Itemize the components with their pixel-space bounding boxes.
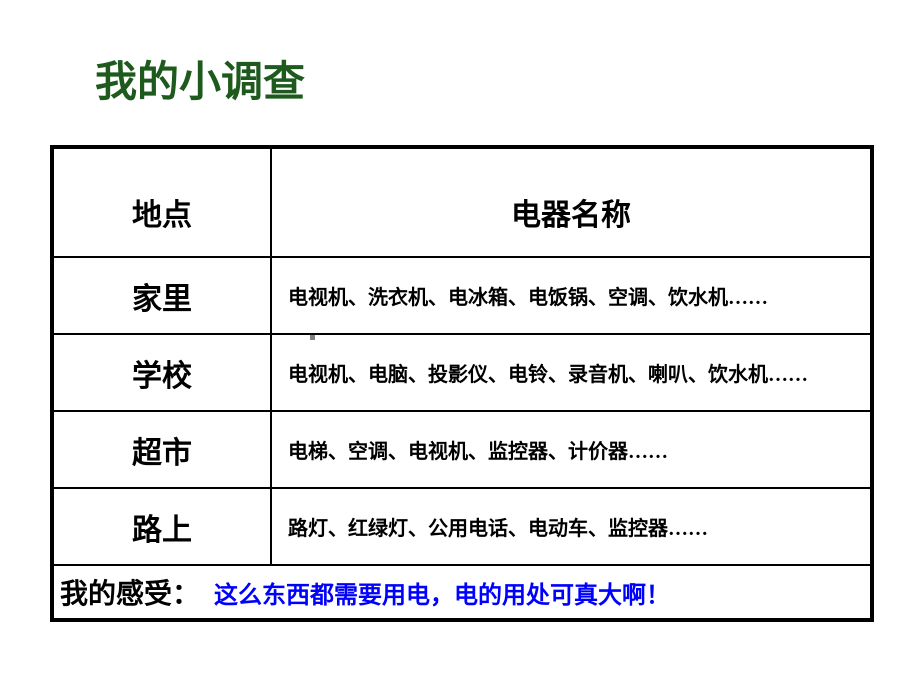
appliances-school: 电视机、电脑、投影仪、电铃、录音机、喇叭、饮水机…… (271, 334, 872, 411)
feeling-cell: 我的感受： 这么东西都需要用电，电的用处可真大啊！ (52, 565, 872, 620)
page-title: 我的小调查 (95, 48, 305, 109)
feeling-label: 我的感受： (54, 572, 200, 612)
table-row: 超市 电梯、空调、电视机、监控器、计价器…… (52, 411, 872, 488)
location-home: 家里 (52, 257, 271, 334)
table-row: 家里 电视机、洗衣机、电冰箱、电饭锅、空调、饮水机…… (52, 257, 872, 334)
table-header-row: 地点 电器名称 (52, 147, 872, 257)
location-road: 路上 (52, 488, 271, 565)
survey-table: 地点 电器名称 家里 电视机、洗衣机、电冰箱、电饭锅、空调、饮水机…… 学校 电… (50, 145, 874, 622)
location-school: 学校 (52, 334, 271, 411)
location-supermarket: 超市 (52, 411, 271, 488)
header-location: 地点 (52, 147, 271, 257)
appliances-supermarket: 电梯、空调、电视机、监控器、计价器…… (271, 411, 872, 488)
table-row: 路上 路灯、红绿灯、公用电话、电动车、监控器…… (52, 488, 872, 565)
center-marker-icon (310, 335, 315, 340)
header-appliance-name: 电器名称 (271, 147, 872, 257)
appliances-road: 路灯、红绿灯、公用电话、电动车、监控器…… (271, 488, 872, 565)
feeling-content: 这么东西都需要用电，电的用处可真大啊！ (200, 575, 670, 610)
appliances-home: 电视机、洗衣机、电冰箱、电饭锅、空调、饮水机…… (271, 257, 872, 334)
table-row: 学校 电视机、电脑、投影仪、电铃、录音机、喇叭、饮水机…… (52, 334, 872, 411)
feeling-row: 我的感受： 这么东西都需要用电，电的用处可真大啊！ (52, 565, 872, 620)
